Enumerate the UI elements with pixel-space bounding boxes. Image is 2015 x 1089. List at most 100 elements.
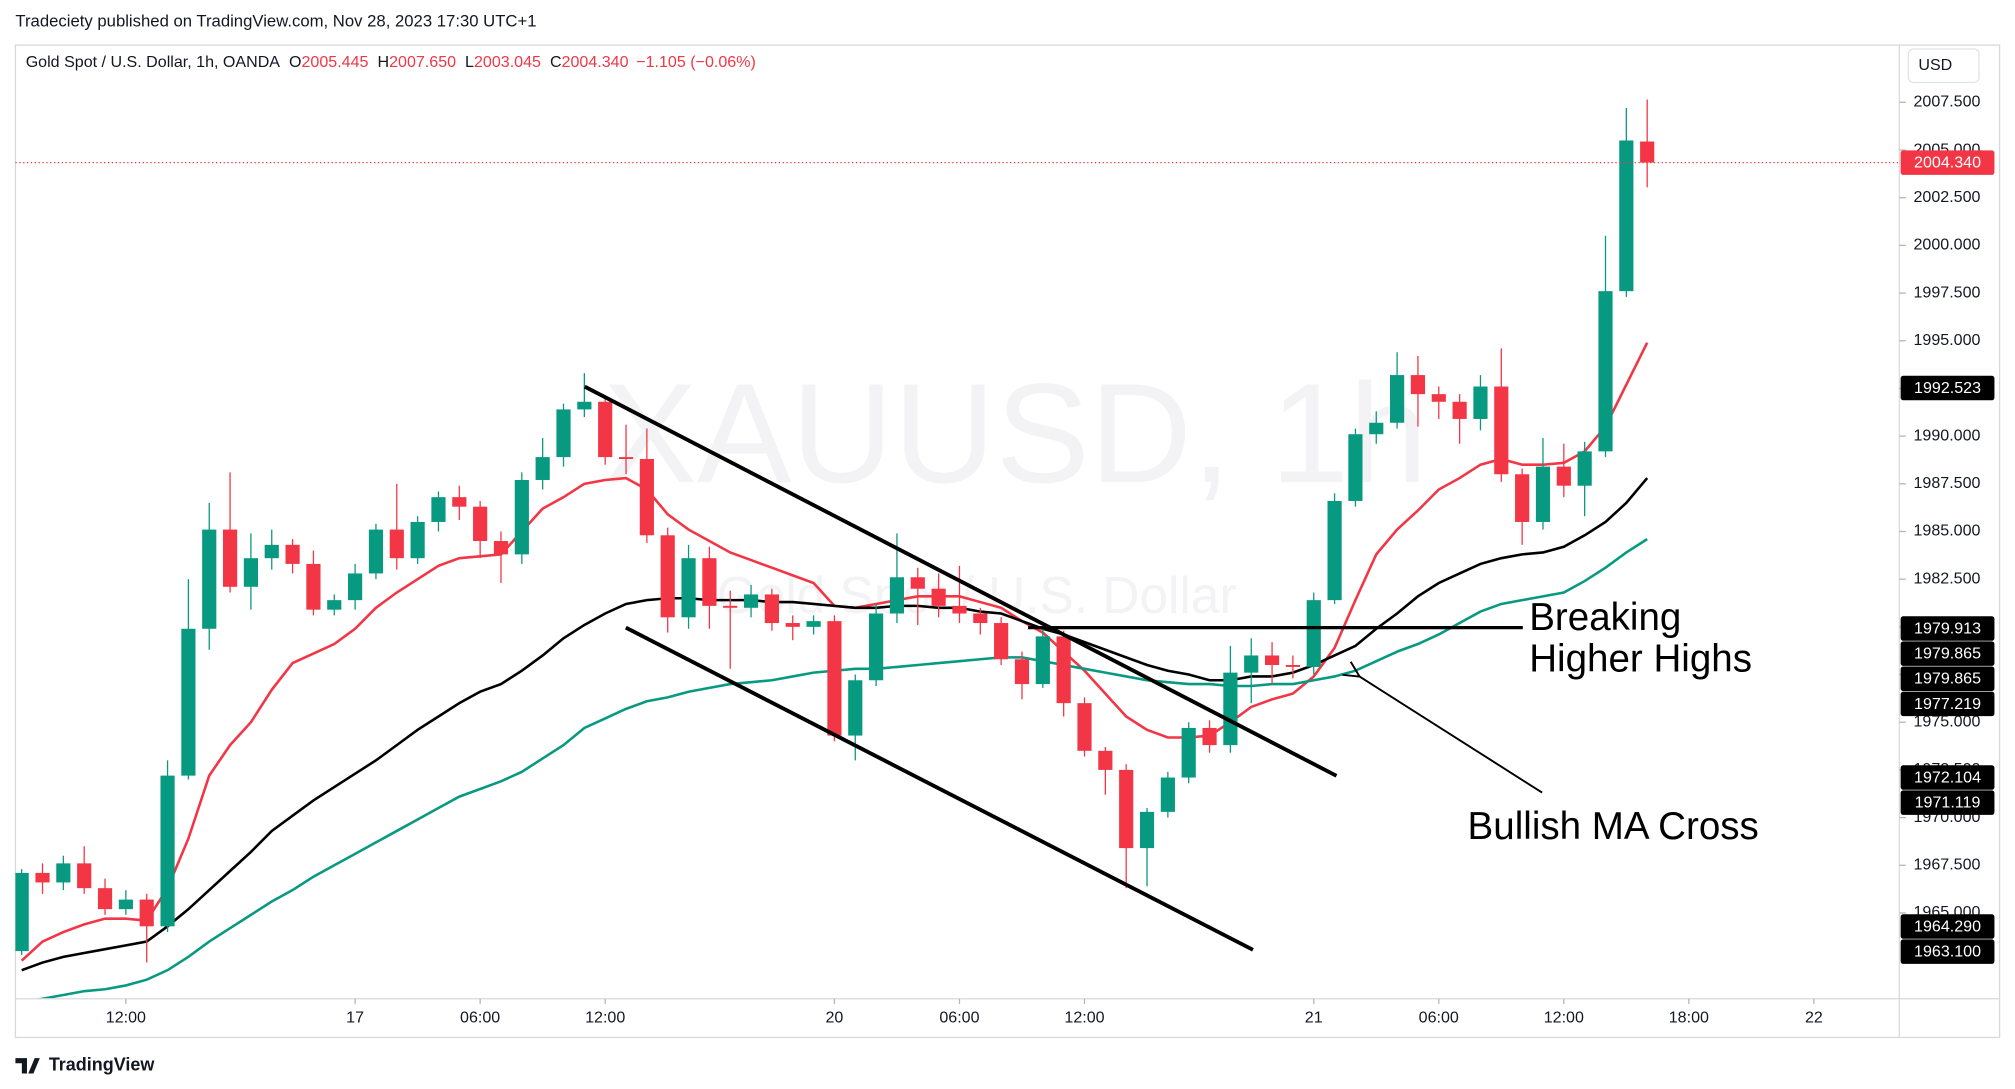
candle-body: [389, 529, 404, 559]
y-tick-label: 2000.000: [1913, 236, 1980, 254]
candle-body: [1098, 750, 1113, 770]
candle-body: [1119, 769, 1134, 849]
candle-body: [1410, 375, 1426, 395]
candle-body: [869, 613, 884, 681]
x-tick-label: 12:00: [106, 1008, 146, 1026]
footer-logo-text: TradingView: [49, 1055, 156, 1075]
candle-body: [1390, 375, 1405, 423]
legend-symbol: Gold Spot / U.S. Dollar, 1h, OANDA: [26, 53, 281, 71]
candle-body: [1035, 636, 1050, 685]
x-tick-label: 12:00: [585, 1008, 625, 1026]
candle-body: [702, 558, 717, 606]
candle-body: [1577, 451, 1592, 486]
candle-body: [889, 577, 905, 614]
annotation: Higher Highs: [1529, 637, 1752, 680]
currency-button[interactable]: [1907, 48, 1980, 84]
price-badge-label: 1971.119: [1915, 793, 1981, 811]
x-tick-label: 22: [1805, 1008, 1823, 1026]
y-tick-label: 1985.000: [1913, 522, 1980, 540]
candle-body: [1598, 291, 1613, 452]
candle-body: [306, 563, 321, 610]
price-badge: [1900, 765, 1995, 790]
candle-body: [56, 863, 71, 883]
footer-logo: TradingView: [15, 1055, 155, 1075]
candle-body: [452, 497, 467, 507]
x-tick-label: 06:00: [460, 1008, 500, 1026]
drawings: [583, 384, 1543, 952]
candle-body: [994, 623, 1009, 660]
y-tick-label: 1997.500: [1913, 283, 1980, 301]
candle-body: [1181, 727, 1196, 778]
y-tick-label: 1995.000: [1913, 331, 1980, 349]
candle-body: [723, 605, 738, 608]
candle-body: [1327, 500, 1342, 601]
candle-body: [431, 497, 446, 522]
candle-body: [202, 529, 217, 629]
candle-body: [1369, 422, 1384, 435]
candle-body: [1056, 636, 1071, 704]
candle-body: [973, 613, 988, 624]
price-badge: [1900, 939, 1995, 964]
trendline: [624, 625, 1254, 952]
y-tick-label: 1990.000: [1913, 426, 1980, 444]
price-badge-label: 1992.523: [1914, 379, 1981, 397]
price-badge: [1900, 150, 1995, 175]
candle-body: [1494, 386, 1509, 475]
candle-body: [1640, 141, 1655, 163]
time-axis: 12:00 17 06:00 12:00 20 06:00 12:00 21 06:00 12:0…: [106, 998, 1823, 1026]
price-badge: [1900, 691, 1995, 717]
watermark: XAUUSD, 1h: [603, 354, 1428, 512]
y-tick-label: 2002.500: [1913, 188, 1980, 206]
annotation: Breaking: [1529, 596, 1681, 639]
candle-body: [1452, 401, 1467, 419]
candle-body: [577, 401, 592, 410]
candle-body: [827, 621, 842, 736]
candle-body: [1139, 811, 1155, 849]
legend-key: O: [289, 53, 301, 71]
price-badge-label: 1979.913: [1914, 619, 1981, 637]
legend-key: H: [377, 53, 389, 71]
legend-value: 2005.445: [302, 53, 369, 71]
candle-body: [1077, 703, 1092, 751]
arrow: [1360, 677, 1543, 794]
y-tick-label: 1982.500: [1913, 569, 1980, 587]
x-tick-label: 21: [1305, 1008, 1323, 1026]
y-tick-label: 1987.500: [1913, 474, 1980, 492]
x-tick-label: 06:00: [1419, 1008, 1459, 1026]
candle-body: [368, 529, 384, 574]
currency[interactable]: USD: [1918, 56, 1952, 74]
candle-body: [681, 558, 696, 618]
legend-value: 2007.650: [389, 53, 456, 71]
candle-body: [1244, 655, 1259, 673]
candle-body: [1431, 394, 1446, 402]
candle-body: [598, 401, 613, 458]
chart-frame: [14, 44, 2001, 1039]
price-badge: [1900, 616, 1995, 641]
y-tick-label: 1975.000: [1913, 712, 1980, 730]
candle-body: [1285, 664, 1300, 667]
candle-body: [285, 544, 300, 564]
candle-body: [410, 521, 425, 559]
candle-body: [1515, 474, 1530, 522]
candle-body: [660, 535, 675, 618]
candle-body: [535, 457, 550, 480]
logo-icon: [15, 1058, 40, 1074]
candle-body: [764, 594, 779, 624]
candle-body: [1556, 466, 1571, 486]
candle-body: [1535, 466, 1551, 522]
candle-body: [160, 775, 175, 927]
candle-body: [639, 459, 654, 536]
candle-body: [931, 588, 946, 606]
candle-body: [97, 888, 113, 910]
candle-body: [118, 899, 133, 910]
candle-body: [35, 872, 50, 883]
candle-body: [473, 506, 488, 542]
price-badge-label: 1977.219: [1914, 695, 1981, 713]
candle-body: [222, 529, 238, 587]
price-badge: [1900, 666, 1995, 692]
price-badge-label: 1979.865: [1914, 670, 1981, 688]
candle-body: [139, 899, 154, 927]
candle-body: [264, 544, 279, 559]
